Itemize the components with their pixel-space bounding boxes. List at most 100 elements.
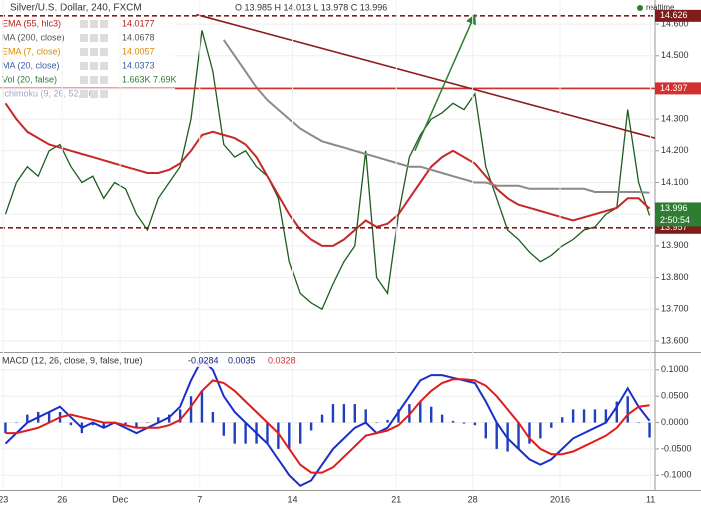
histogram-bar [15,422,18,424]
legend-button[interactable] [90,90,98,98]
series-line [4,30,651,311]
histogram-bar [375,422,378,424]
histogram-bar [146,422,149,424]
histogram-bar [364,409,367,423]
legend-button[interactable] [80,48,88,56]
histogram-bar [397,409,400,423]
x-tick-label: Dec [112,494,129,504]
legend-button[interactable] [100,20,108,28]
ohlc: O 13.985 H 14.013 L 13.978 C 13.996 [235,2,387,12]
y-tick-label: -0.1000 [661,470,692,480]
y-tick-label: 13.600 [661,335,689,345]
legend-button[interactable] [80,62,88,70]
histogram-bar [222,422,225,436]
legend-button[interactable] [90,48,98,56]
legend-name: MA (200, close) [2,32,65,42]
legend-name: MA (20, close) [2,60,60,70]
histogram-bar [604,409,608,423]
histogram-bar [462,422,466,424]
y-tick-label: 14.600 [661,18,689,28]
histogram-bar [582,409,586,423]
histogram-bar [211,412,215,423]
legend-button[interactable] [100,34,108,42]
legend-name: Ichimoku (9, 26, 52, 26) [2,88,97,98]
histogram-bar [386,419,389,423]
x-tick-label: 28 [468,494,478,504]
legend-value: 14.0373 [122,60,155,70]
y-tick-label: 14.300 [661,114,689,124]
histogram-bar [648,422,651,438]
y-tick-label: 14.500 [661,50,689,60]
legend-button[interactable] [80,34,88,42]
level-label-bg [655,9,701,22]
histogram-bar [26,414,29,423]
histogram-bar [484,422,487,439]
y-tick-label: -0.0500 [661,443,692,453]
pane-legend-value: -0.0284 [188,355,219,365]
status-dot [637,5,643,11]
legend-value: 14.0678 [122,32,155,42]
histogram-bar [561,417,564,423]
level-label-bg [655,82,701,95]
histogram-bar [69,422,73,426]
level-label: 14.626 [660,10,688,20]
histogram-bar [91,422,94,426]
legend-button[interactable] [90,62,98,70]
y-tick-label: 0.1000 [661,364,689,374]
symbol: Silver/U.S. Dollar, 240, FXCM [10,3,142,14]
series-line [5,378,650,474]
legend-button[interactable] [100,62,108,70]
histogram-bar [200,390,204,423]
legend-button[interactable] [90,20,98,28]
legend-button[interactable] [100,76,108,84]
histogram-bar [157,417,160,423]
legend-button[interactable] [80,20,88,28]
legend-value: 14.0177 [122,18,155,28]
x-tick-label: 2016 [550,494,570,504]
histogram-bar [266,422,269,444]
histogram-bar [517,422,520,449]
histogram-bar [495,422,498,449]
histogram-bar [539,422,542,439]
legend-button[interactable] [80,90,88,98]
pane-legend-value: 0.0035 [228,355,256,365]
histogram-bar [288,422,291,449]
histogram-bar [4,422,7,434]
status: realtime [646,3,675,12]
countdown: 2:50:54 [660,215,690,225]
histogram-bar [571,409,575,423]
histogram-bar [309,422,313,431]
histogram-bar [528,422,531,444]
histogram-bar [299,422,302,444]
histogram-bar [637,422,640,424]
legend-button[interactable] [90,34,98,42]
x-tick-label: 7 [197,494,202,504]
y-tick-label: 13.900 [661,240,689,250]
level-label: 14.397 [660,83,688,93]
histogram-bar [189,396,193,423]
histogram-bar [102,422,105,428]
y-tick-label: 0.0500 [661,391,689,401]
legend-name: EMA (7, close) [2,46,61,56]
histogram-bar [440,414,444,423]
pane-legend-value: 0.0328 [268,355,296,365]
legend-button[interactable] [100,90,108,98]
histogram-bar [244,422,247,444]
histogram-bar [135,422,138,428]
y-tick-label: 14.200 [661,145,689,155]
histogram-bar [233,422,236,444]
legend-button[interactable] [90,76,98,84]
histogram-bar [419,401,422,423]
histogram-bar [342,404,346,423]
arrow [414,13,476,152]
legend-value: 14.0057 [122,46,155,56]
histogram-bar [626,396,629,423]
legend-button[interactable] [80,76,88,84]
x-tick-label: 21 [391,494,401,504]
legend-bg [0,355,300,367]
histogram-bar [124,422,127,426]
series-line [4,102,651,247]
series-line [222,39,650,194]
legend-button[interactable] [100,48,108,56]
